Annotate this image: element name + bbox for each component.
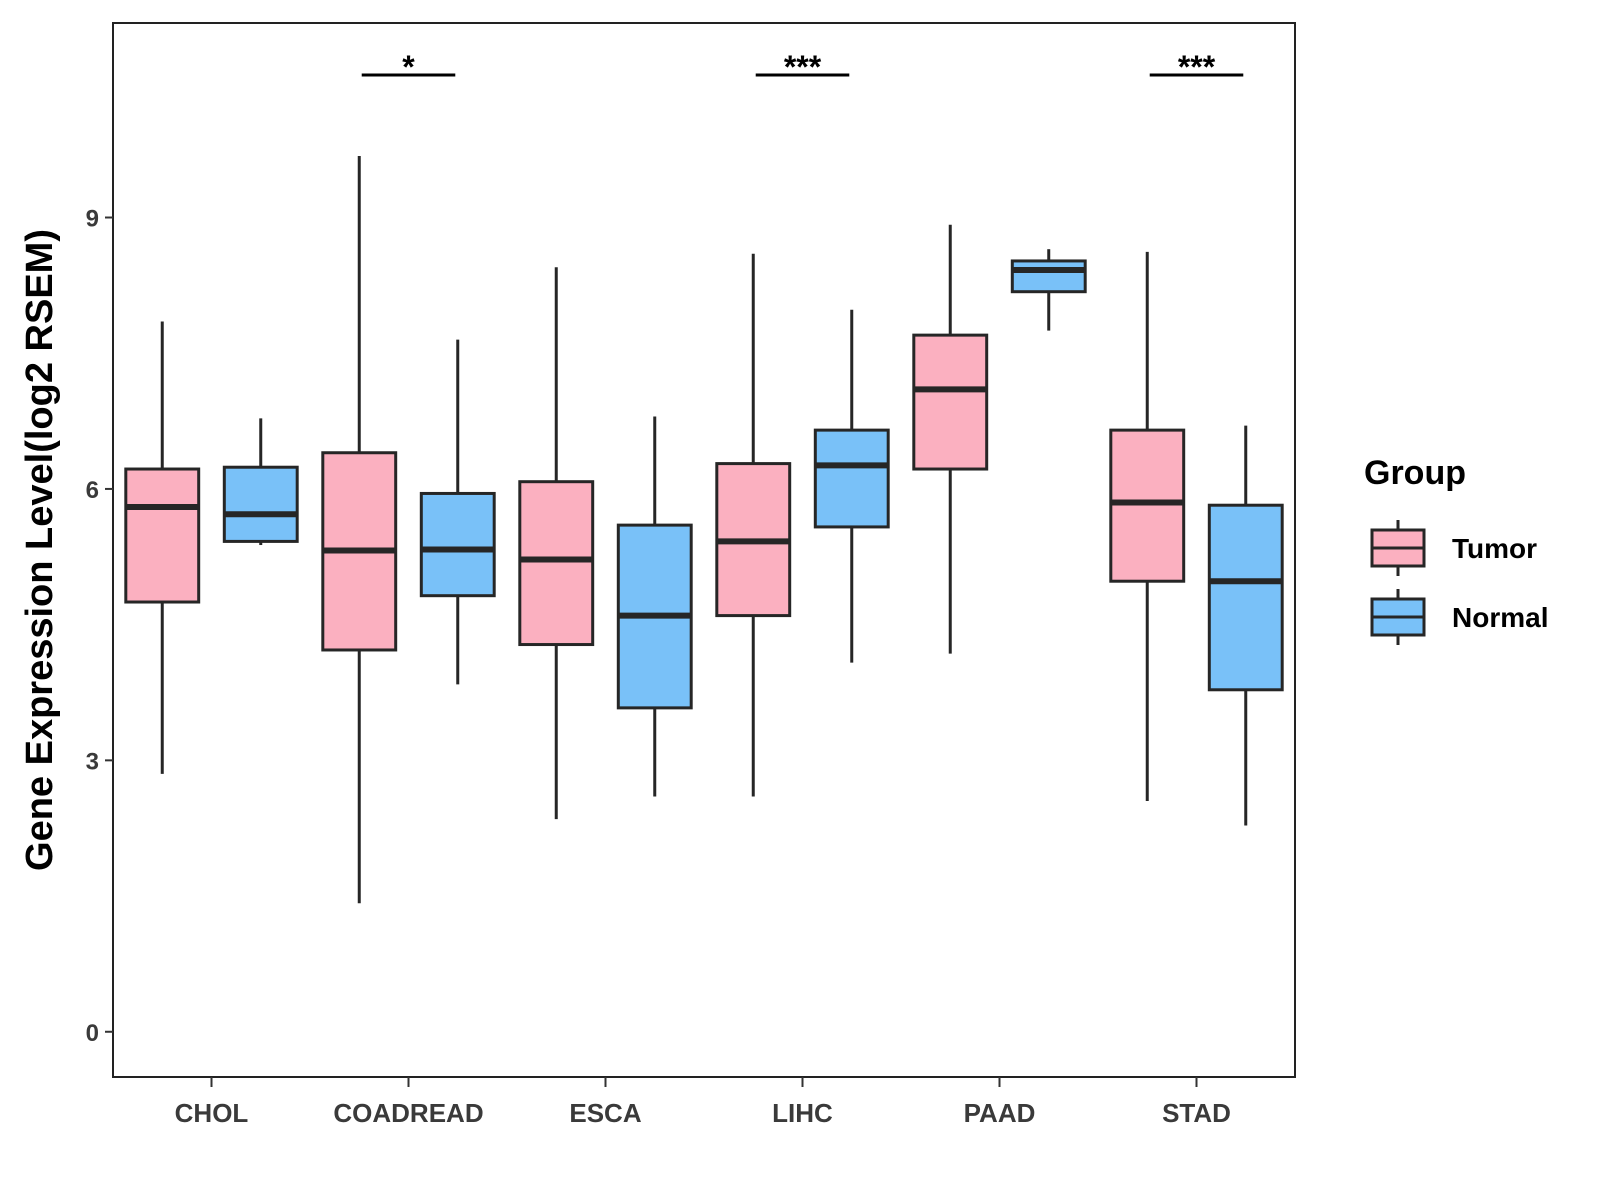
box-esca-normal xyxy=(616,416,693,797)
significance-label: *** xyxy=(784,49,822,85)
box-iqr xyxy=(1109,428,1186,583)
y-tick-label: 6 xyxy=(86,477,99,504)
legend-title: Group xyxy=(1364,454,1466,492)
legend-label-normal: Normal xyxy=(1452,602,1548,633)
y-tick-label: 3 xyxy=(86,748,99,775)
x-tick-label-lihc: LIHC xyxy=(772,1098,833,1128)
box-paad-normal xyxy=(1010,249,1087,331)
legend-key-normal xyxy=(1370,589,1426,645)
legend-entry-tumor: Tumor xyxy=(1370,520,1537,576)
y-axis: 0 3 6 9 xyxy=(86,206,113,1047)
box-iqr xyxy=(912,333,989,471)
box-iqr xyxy=(1010,259,1087,294)
x-tick-label-stad: STAD xyxy=(1162,1098,1231,1128)
box-iqr xyxy=(813,428,890,529)
box-iqr xyxy=(1207,503,1284,692)
significance-layer: * *** *** xyxy=(361,49,1244,85)
significance-stad: *** xyxy=(1149,49,1244,85)
y-tick-label: 9 xyxy=(86,206,99,233)
box-lihc-tumor xyxy=(715,253,792,797)
y-tick-label: 0 xyxy=(86,1020,99,1047)
legend-label-tumor: Tumor xyxy=(1452,533,1537,564)
x-tick-label-coadread: COADREAD xyxy=(333,1098,483,1128)
box-iqr xyxy=(222,465,299,543)
plot-panel-border xyxy=(112,22,1296,1078)
significance-label: *** xyxy=(1178,49,1216,85)
box-coadread-normal xyxy=(419,339,496,685)
box-chol-tumor xyxy=(124,321,201,774)
box-iqr xyxy=(518,480,595,647)
boxes-layer xyxy=(124,155,1284,904)
legend: Group Tumor Normal xyxy=(1364,454,1548,645)
box-coadread-tumor xyxy=(321,155,398,904)
significance-coadread: * xyxy=(361,49,456,85)
legend-key-tumor xyxy=(1370,520,1426,576)
x-tick-label-chol: CHOL xyxy=(175,1098,249,1128)
box-stad-normal xyxy=(1207,425,1284,826)
box-esca-tumor xyxy=(518,267,595,820)
box-iqr xyxy=(419,491,496,598)
legend-entry-normal: Normal xyxy=(1370,589,1548,645)
y-axis-title: Gene Expression Level(log2 RSEM) xyxy=(19,229,61,871)
significance-label: * xyxy=(402,49,415,85)
box-lihc-normal xyxy=(813,309,890,663)
x-axis: CHOL COADREAD ESCA LIHC PAAD STAD xyxy=(175,1077,1231,1128)
box-paad-tumor xyxy=(912,224,989,654)
significance-lihc: *** xyxy=(755,49,850,85)
x-tick-label-paad: PAAD xyxy=(964,1098,1036,1128)
box-iqr xyxy=(124,467,201,604)
box-chol-normal xyxy=(222,418,299,546)
x-tick-label-esca: ESCA xyxy=(569,1098,641,1128)
box-stad-tumor xyxy=(1109,251,1186,802)
